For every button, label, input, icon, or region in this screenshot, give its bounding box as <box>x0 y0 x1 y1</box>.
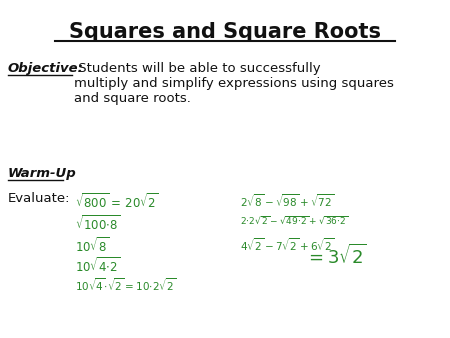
Text: $\sqrt{800}$ = 20$\sqrt{2}$: $\sqrt{800}$ = 20$\sqrt{2}$ <box>75 192 159 211</box>
Text: Objective:: Objective: <box>8 62 84 75</box>
Text: Evaluate:: Evaluate: <box>8 192 71 205</box>
Text: $2{\cdot}2\sqrt{2}-\sqrt{49{\cdot}2}+\sqrt{36{\cdot}2}$: $2{\cdot}2\sqrt{2}-\sqrt{49{\cdot}2}+\sq… <box>240 214 348 226</box>
Text: Warm-Up: Warm-Up <box>8 167 77 180</box>
Text: Squares and Square Roots: Squares and Square Roots <box>69 22 381 42</box>
Text: $10\sqrt{4}{\cdot}\sqrt{2}=10{\cdot}2\sqrt{2}$: $10\sqrt{4}{\cdot}\sqrt{2}=10{\cdot}2\sq… <box>75 276 176 293</box>
Text: $10\sqrt{8}$: $10\sqrt{8}$ <box>75 236 109 255</box>
Text: $= 3\sqrt{2}$: $= 3\sqrt{2}$ <box>305 244 367 268</box>
Text: $\sqrt{100{\cdot}8}$: $\sqrt{100{\cdot}8}$ <box>75 214 121 233</box>
Text: $10\sqrt{4{\cdot}2}$: $10\sqrt{4{\cdot}2}$ <box>75 256 121 275</box>
Text: $2\sqrt{8}-\sqrt{98}+\sqrt{72}$: $2\sqrt{8}-\sqrt{98}+\sqrt{72}$ <box>240 192 334 209</box>
Text: Students will be able to successfully
multiply and simplify expressions using sq: Students will be able to successfully mu… <box>74 62 394 105</box>
Text: $4\sqrt{2}-7\sqrt{2}+6\sqrt{2}$: $4\sqrt{2}-7\sqrt{2}+6\sqrt{2}$ <box>240 236 334 253</box>
